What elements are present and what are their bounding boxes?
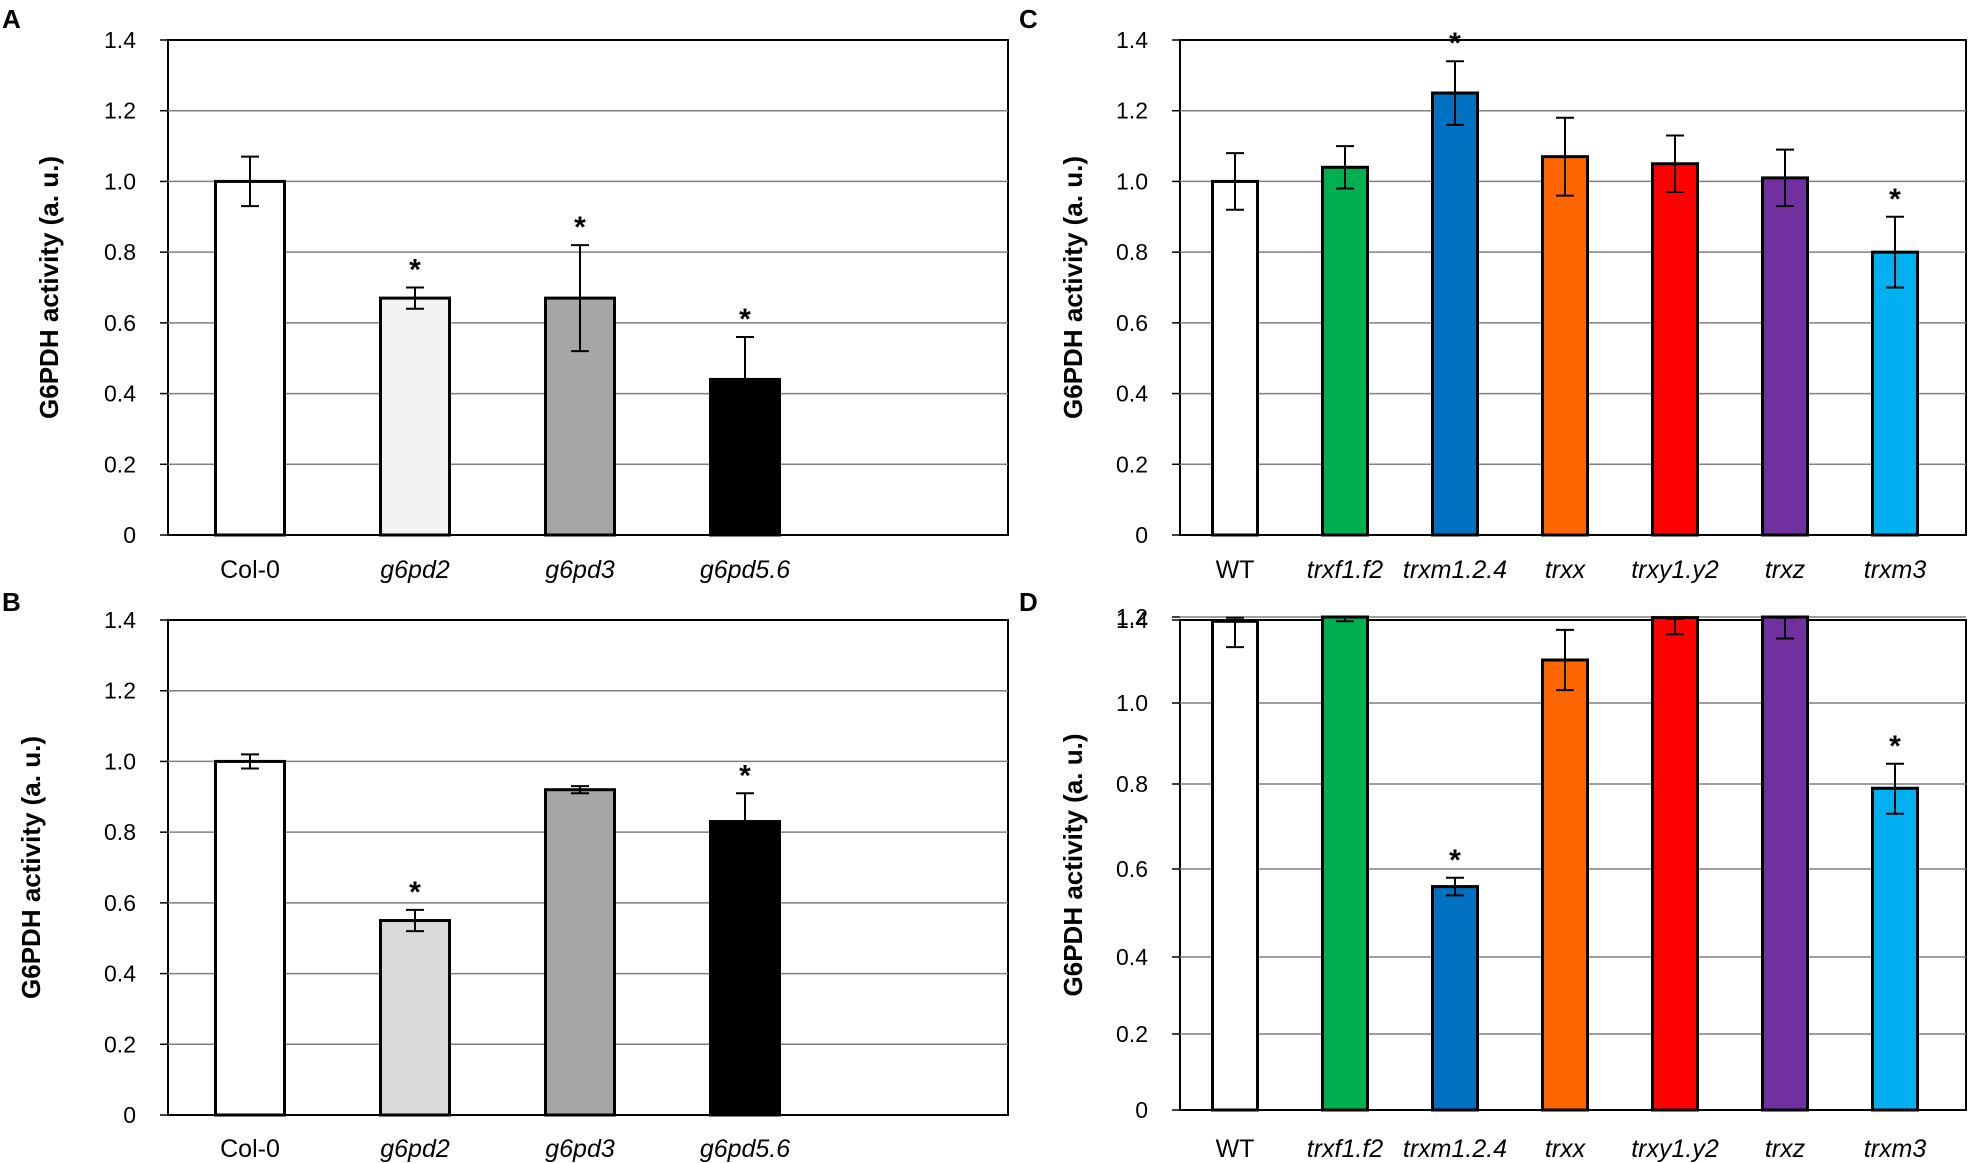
- chart-panel-b: B 0 0.2 0.4 0.6 0.8 1.0 1.2 1.4 G6PDH activity (a…: [2, 587, 1009, 1163]
- chart-panel-d: D 0 0.2 0.4 0.6 0.8 1.0 1.21.4 G6PDH activity (a…: [1019, 587, 1967, 1163]
- y-tick-label: 0.8: [104, 239, 136, 265]
- y-tick-label: 1.4: [104, 27, 136, 53]
- y-axis-label: G6PDH activity (a. u.): [34, 156, 64, 419]
- bar: [379, 296, 451, 537]
- category-label: g6pd5.6: [700, 556, 790, 584]
- y-tick-label: 0.6: [1116, 856, 1148, 882]
- significance-star: *: [1889, 730, 1901, 763]
- y-tick-label: 0.6: [104, 310, 136, 336]
- y-tick-label: 1.4: [104, 607, 136, 633]
- category-label: trxy1.y2: [1631, 556, 1719, 584]
- y-tick-label: 1.4: [1116, 27, 1148, 53]
- y-tick-label: 0: [1135, 1097, 1148, 1123]
- y-tick-label: 1.2: [1116, 604, 1148, 630]
- y-tick-label: 1.4: [1116, 607, 1148, 633]
- bar: [379, 919, 451, 1117]
- category-label: trxf1.f2: [1307, 556, 1384, 584]
- y-tick-label: 0: [123, 522, 136, 548]
- category-label: trxm1.2.4: [1403, 556, 1507, 584]
- y-tick-label: 0: [123, 1102, 136, 1128]
- category-label: trxm1.2.4: [1403, 1135, 1507, 1163]
- bar: [1211, 179, 1259, 537]
- category-label: trxf1.f2: [1307, 1135, 1384, 1163]
- category-label: g6pd3: [545, 1135, 615, 1163]
- bar: [1651, 616, 1699, 1112]
- y-tick-label: 0.6: [104, 890, 136, 916]
- category-label: trxy1.y2: [1631, 1135, 1719, 1163]
- y-tick-label: 0.4: [104, 381, 136, 407]
- significance-star: *: [409, 876, 421, 909]
- panel-letter: D: [1019, 587, 1038, 617]
- y-tick-label: 0.4: [1116, 944, 1148, 970]
- category-label: WT: [1216, 1135, 1255, 1163]
- y-tick-label: 0.2: [1116, 451, 1148, 477]
- bar: [1871, 786, 1919, 1112]
- bar: [1761, 615, 1809, 1112]
- bar: [1321, 615, 1369, 1112]
- bar: [1431, 91, 1479, 537]
- y-tick-label: 0: [1135, 522, 1148, 548]
- y-tick-label: 1.0: [104, 168, 136, 194]
- category-label: trxm3: [1864, 556, 1927, 584]
- category-label: WT: [1216, 556, 1255, 584]
- bar: [1431, 885, 1479, 1112]
- panel-letter: B: [2, 587, 21, 617]
- y-tick-label: 0.4: [104, 961, 136, 987]
- y-tick-label: 0.6: [1116, 310, 1148, 336]
- significance-star: *: [1449, 27, 1461, 60]
- bar: [1321, 165, 1369, 537]
- chart-panel-c: C 0 0.2 0.4 0.6 0.8 1.0 1.2 1.4 G6PDH activity (a…: [1019, 4, 1967, 584]
- bar: [544, 296, 616, 537]
- y-tick-label: 0.2: [1116, 1021, 1148, 1047]
- chart-panel-a: A 0 0.2 0.4 0.6 0.8 1.0 1.2 1.4 G6PDH activity (a…: [2, 4, 1009, 584]
- category-label: trxx: [1545, 1135, 1587, 1163]
- y-tick-label: 1.0: [1116, 168, 1148, 194]
- y-axis-label: G6PDH activity (a. u.): [16, 736, 46, 999]
- panel-letter: A: [2, 4, 21, 34]
- bar: [1541, 658, 1589, 1112]
- y-tick-label: 0.4: [1116, 381, 1148, 407]
- y-axis-label: G6PDH activity (a. u.): [1058, 734, 1088, 997]
- significance-star: *: [574, 211, 586, 244]
- category-label: trxx: [1545, 556, 1587, 584]
- significance-star: *: [1889, 183, 1901, 216]
- bar: [1651, 162, 1699, 537]
- category-label: trxz: [1765, 556, 1806, 584]
- category-label: g6pd5.6: [700, 1135, 790, 1163]
- bar: [214, 179, 286, 537]
- category-label: g6pd2: [380, 1135, 450, 1163]
- category-label: Col-0: [220, 556, 280, 584]
- bar: [214, 759, 286, 1117]
- bar: [544, 788, 616, 1117]
- y-axis-label: G6PDH activity (a. u.): [1058, 156, 1088, 419]
- significance-star: *: [739, 303, 751, 336]
- y-tick-label: 0.2: [104, 1031, 136, 1057]
- significance-star: *: [1449, 844, 1461, 877]
- y-tick-label: 1.0: [1116, 690, 1148, 716]
- bar: [1871, 250, 1919, 537]
- y-tick-label: 1.2: [104, 678, 136, 704]
- bar: [1541, 155, 1589, 537]
- significance-star: *: [409, 254, 421, 287]
- significance-star: *: [739, 759, 751, 792]
- y-tick-label: 1.2: [104, 98, 136, 124]
- bar: [1761, 176, 1809, 537]
- y-tick-label: 0.2: [104, 451, 136, 477]
- category-label: trxm3: [1864, 1135, 1927, 1163]
- category-label: Col-0: [220, 1135, 280, 1163]
- category-label: trxz: [1765, 1135, 1806, 1163]
- y-tick-label: 1.2: [1116, 98, 1148, 124]
- y-tick-label: 0.8: [1116, 239, 1148, 265]
- bar: [709, 820, 781, 1117]
- panel-letter: C: [1019, 4, 1038, 34]
- category-label: g6pd2: [380, 556, 450, 584]
- bar: [1211, 619, 1259, 1112]
- y-tick-label: 1.0: [104, 748, 136, 774]
- y-tick-label: 0.8: [1116, 771, 1148, 797]
- y-tick-label: 0.8: [104, 819, 136, 845]
- category-label: g6pd3: [545, 556, 615, 584]
